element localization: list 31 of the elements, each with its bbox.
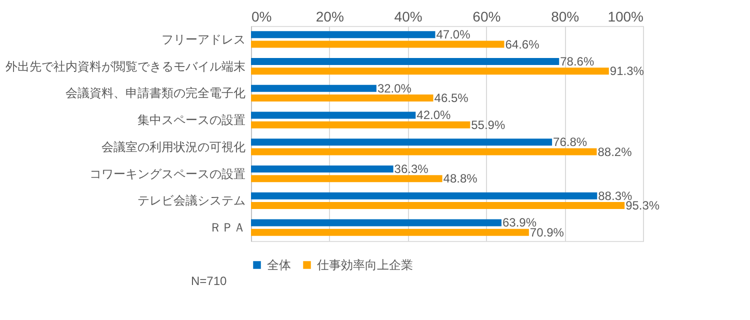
x-tick-label: 100% xyxy=(608,8,644,24)
data-label: 88.2% xyxy=(598,144,632,159)
text: N=710 xyxy=(191,274,228,288)
data-label: 76.8% xyxy=(553,135,588,150)
data-label: 55.9% xyxy=(471,118,506,132)
data-label: 70.9% xyxy=(530,225,564,240)
y-tick-label: 外出先で社内資料が閲覧できるモバイル端末 xyxy=(6,59,246,74)
y-tick-label: 集中スペースの設置 xyxy=(138,113,246,128)
data-label: 64.6% xyxy=(505,37,540,52)
x-tick-label: 40% xyxy=(394,8,422,24)
legend-label: 全体 xyxy=(267,258,291,272)
x-tick-label: 80% xyxy=(551,8,580,24)
data-label: 48.8% xyxy=(443,172,478,186)
data-label: 32.0% xyxy=(377,81,412,96)
y-tick-label: 会議室の利用状況の可視化 xyxy=(102,140,246,154)
y-tick-label: テレビ会議システム xyxy=(138,194,246,208)
data-label: 78.6% xyxy=(560,54,594,68)
data-label: 36.3% xyxy=(394,162,429,176)
y-tick-label: ＲＰＡ xyxy=(210,220,246,235)
data-label: 47.0% xyxy=(436,28,471,42)
legend-label: 仕事効率向上企業 xyxy=(316,258,413,272)
data-label: 42.0% xyxy=(416,108,451,122)
y-tick-label: コワーキングスペースの設置 xyxy=(90,166,246,181)
y-tick-label: フリーアドレス xyxy=(162,32,246,46)
data-label: 91.3% xyxy=(610,64,644,78)
x-tick-label: 0% xyxy=(252,8,272,24)
data-label: 95.3% xyxy=(626,198,660,213)
x-tick-label: 20% xyxy=(316,8,344,24)
y-tick-label: 会議資料、申請書類の完全電子化 xyxy=(66,86,246,100)
x-tick-label: 60% xyxy=(472,8,501,24)
data-label: 46.5% xyxy=(434,91,469,106)
